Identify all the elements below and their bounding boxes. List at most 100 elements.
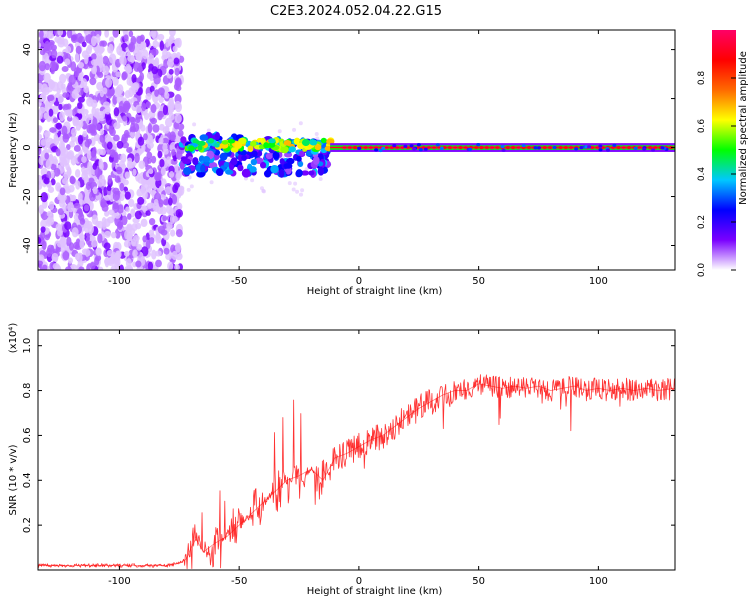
noise-cell (171, 149, 176, 156)
noise-cell (146, 71, 154, 80)
noise-cell (135, 104, 142, 114)
noise-cell (61, 86, 67, 94)
noise-cell (70, 134, 77, 143)
carrier-side-cell (378, 148, 383, 153)
noise-cell (158, 185, 164, 192)
noise-cell (154, 57, 160, 67)
ridge-cell (234, 141, 243, 149)
x-axis-label: Height of straight line (km) (307, 286, 443, 297)
noise-cell (126, 77, 134, 86)
noise-cell (78, 266, 85, 270)
noise-cell (59, 73, 67, 84)
colorbar-label: Normalized spectral amplitude (738, 51, 749, 205)
noise-cell (94, 256, 100, 266)
noise-cell (133, 61, 141, 73)
signal-cell (260, 161, 267, 169)
noise-cell (104, 230, 112, 238)
noise-cell (56, 55, 64, 64)
noise-cell (141, 205, 148, 212)
noise-cell (43, 72, 51, 83)
scatter-cell (186, 187, 191, 192)
signal-cell (298, 150, 305, 157)
colorbar-tick-label: 0.2 (697, 215, 707, 229)
noise-cell (49, 127, 57, 133)
noise-cell (171, 194, 178, 205)
noise-cell (123, 240, 131, 248)
ridge-cell (207, 138, 215, 144)
snr-background (38, 330, 675, 570)
noise-cell (168, 68, 174, 75)
signal-cell (214, 149, 221, 156)
noise-cell (97, 220, 103, 229)
noise-cell (86, 149, 92, 160)
noise-cell (110, 264, 118, 270)
noise-cell (40, 211, 49, 221)
ridge-cell (280, 146, 289, 154)
noise-cell (159, 206, 167, 215)
noise-cell (61, 125, 68, 136)
noise-cell (123, 250, 130, 257)
noise-cell (97, 233, 103, 244)
noise-cell (57, 30, 64, 36)
x-axis-label: Height of straight line (km) (307, 586, 443, 597)
noise-cell (161, 137, 170, 144)
x-tick-label: -100 (108, 576, 131, 587)
signal-cell (214, 131, 221, 141)
noise-cell (149, 237, 155, 245)
x-tick-label: -50 (231, 576, 247, 587)
noise-cell (161, 54, 168, 61)
scatter-cell (291, 187, 296, 192)
noise-cell (77, 73, 83, 82)
noise-cell (128, 198, 135, 208)
scatter-cell (209, 180, 214, 185)
noise-cell (92, 162, 98, 170)
noise-cell (63, 171, 71, 179)
noise-cell (73, 145, 81, 152)
noise-cell (134, 210, 142, 220)
noise-cell (172, 184, 178, 194)
noise-cell (99, 134, 106, 143)
noise-cell (64, 58, 71, 66)
noise-cell (38, 145, 42, 152)
noise-cell (158, 137, 164, 145)
signal-cell (196, 170, 206, 178)
noise-cell (142, 235, 148, 243)
noise-cell (38, 106, 46, 114)
noise-cell (119, 264, 124, 270)
noise-cell (157, 87, 165, 96)
noise-cell (145, 239, 151, 250)
noise-cell (105, 115, 112, 126)
noise-cell (97, 46, 105, 53)
noise-cell (134, 152, 140, 164)
noise-cell (121, 71, 128, 80)
noise-cell (79, 233, 85, 241)
noise-cell (101, 221, 107, 231)
signal-cell (182, 158, 191, 165)
noise-cell (116, 45, 123, 56)
y-tick-label: 0.2 (22, 517, 33, 533)
ridge-cell (213, 142, 221, 148)
noise-cell (128, 43, 133, 51)
noise-cell (73, 67, 80, 78)
noise-cell (136, 243, 143, 251)
scatter-cell (315, 136, 320, 141)
noise-cell (102, 65, 110, 76)
y-tick-label: 0.4 (22, 472, 33, 488)
noise-cell (147, 123, 153, 134)
x-tick-label: 100 (589, 576, 608, 587)
ridge-cell (283, 140, 292, 146)
noise-cell (123, 102, 131, 110)
noise-cell (135, 131, 140, 139)
noise-cell (166, 204, 173, 214)
noise-cell (41, 240, 47, 250)
noise-cell (167, 261, 174, 270)
carrier-side-cell (374, 148, 379, 152)
noise-cell (100, 148, 106, 156)
carrier-side-cell (651, 148, 656, 152)
noise-cell (101, 87, 108, 95)
carrier-side-cell (409, 144, 414, 148)
noise-cell (148, 218, 156, 226)
ridge-cell (314, 144, 322, 151)
noise-cell (104, 105, 111, 115)
scatter-cell (300, 188, 305, 193)
